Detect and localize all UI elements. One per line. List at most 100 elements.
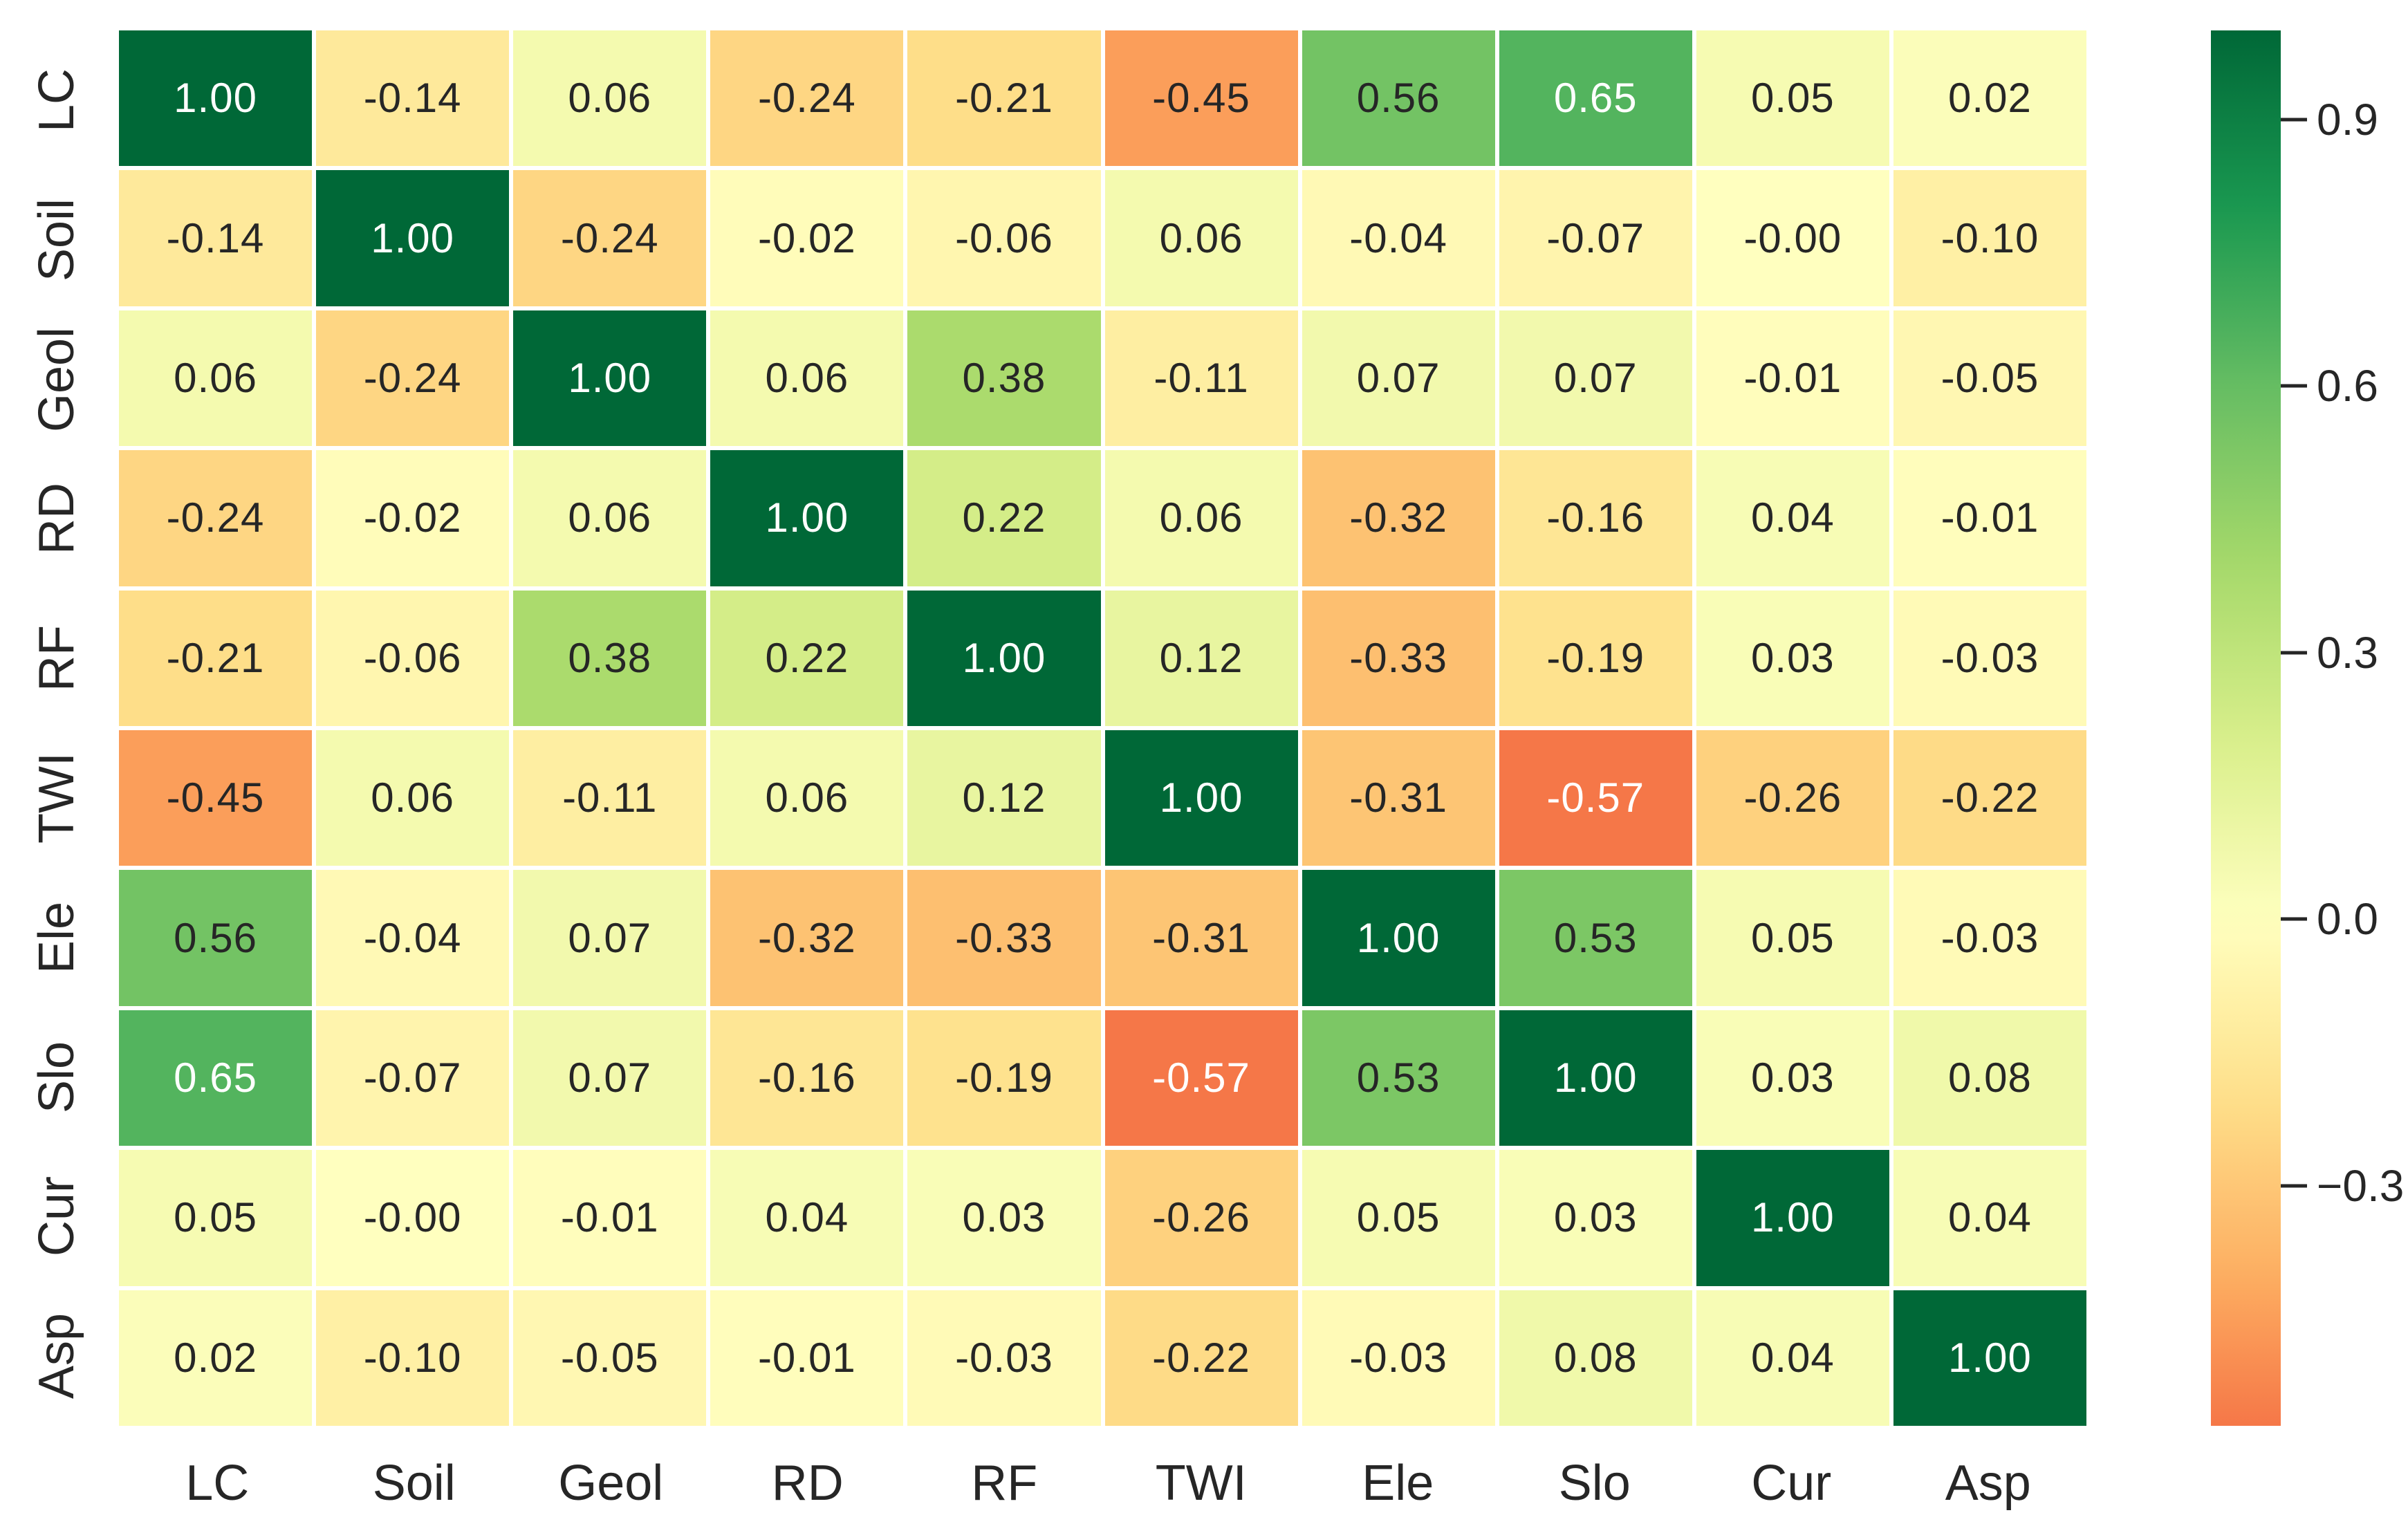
heatmap-cell-Geol-Slo: 0.07 [1499,310,1692,447]
heatmap-cell-Cur-Ele: 0.05 [1302,1150,1495,1286]
heatmap-cell-Ele-Cur: 0.05 [1696,870,1889,1006]
heatmap-cell-LC-Geol: 0.06 [513,30,707,167]
x-tick-label-RD: RD [771,1456,844,1511]
heatmap-cell-Geol-LC: 0.06 [119,310,313,447]
heatmap-cell-RD-Asp: -0.01 [1893,450,2086,586]
heatmap-cell-RF-Ele: -0.33 [1302,590,1495,726]
heatmap-cell-TWI-Slo: -0.57 [1499,730,1692,866]
heatmap-cell-Geol-TWI: -0.11 [1104,310,1298,447]
heatmap-cell-TWI-Soil: 0.06 [316,730,510,866]
heatmap-cell-Asp-RF: -0.03 [907,1290,1101,1426]
x-tick-label-Soil: Soil [372,1456,456,1511]
y-tick-text: Soil [29,198,84,281]
x-tick-label-Asp: Asp [1945,1456,2031,1511]
x-tick-label-Geol: Geol [558,1456,664,1511]
y-tick-text: LC [29,68,84,132]
heatmap-cell-Soil-LC: -0.14 [119,170,313,306]
heatmap-cell-Soil-Slo: -0.07 [1499,170,1692,306]
heatmap-cell-Soil-TWI: 0.06 [1104,170,1298,306]
heatmap-cell-RF-Soil: -0.06 [316,590,510,726]
x-tick-label-LC: LC [185,1456,250,1511]
heatmap-cell-Slo-Asp: 0.08 [1893,1010,2086,1146]
heatmap-cell-Geol-Geol: 1.00 [513,310,707,447]
heatmap-cell-Cur-LC: 0.05 [119,1150,313,1286]
heatmap-cell-Ele-TWI: -0.31 [1104,870,1298,1006]
heatmap-cell-Slo-TWI: -0.57 [1104,1010,1298,1146]
heatmap-cell-Asp-RD: -0.01 [710,1290,904,1426]
heatmap-cell-Slo-Cur: 0.03 [1696,1010,1889,1146]
heatmap-cell-RF-Asp: -0.03 [1893,590,2086,726]
heatmap-cell-Soil-Ele: -0.04 [1302,170,1495,306]
y-tick-text: Ele [29,901,84,974]
heatmap-cell-Soil-RF: -0.06 [907,170,1101,306]
heatmap-cell-Slo-RF: -0.19 [907,1010,1101,1146]
heatmap-cell-TWI-TWI: 1.00 [1104,730,1298,866]
heatmap-cell-Ele-RD: -0.32 [710,870,904,1006]
heatmap-cell-Soil-Geol: -0.24 [513,170,707,306]
heatmap-cell-Soil-RD: -0.02 [710,170,904,306]
heatmap-cell-RD-Ele: -0.32 [1302,450,1495,586]
colorbar-tick-mark [2281,384,2307,388]
heatmap-cell-Geol-Cur: -0.01 [1696,310,1889,447]
colorbar-tick-mark [2281,1184,2307,1188]
heatmap-cell-RD-Geol: 0.06 [513,450,707,586]
x-tick-label-Ele: Ele [1362,1456,1434,1511]
colorbar-tick-label: 0.3 [2317,627,2378,678]
heatmap-cell-Asp-LC: 0.02 [119,1290,313,1426]
heatmap-cell-Slo-RD: -0.16 [710,1010,904,1146]
y-tick-text: Geol [29,326,84,432]
x-tick-label-Slo: Slo [1558,1456,1631,1511]
heatmap-cell-Slo-Soil: -0.07 [316,1010,510,1146]
heatmap-cell-Ele-RF: -0.33 [907,870,1101,1006]
heatmap-cell-LC-TWI: -0.45 [1104,30,1298,167]
colorbar-tick-label: 0.9 [2317,94,2378,145]
heatmap-cell-Slo-Geol: 0.07 [513,1010,707,1146]
heatmap-grid: 1.00 -0.14 0.06 -0.24 -0.21 -0.45 0.56 0.65 0.05… [119,30,2086,1426]
y-tick-text: RD [29,483,84,555]
colorbar-tick-label: −0.3 [2317,1160,2405,1211]
heatmap-cell-RF-Geol: 0.38 [513,590,707,726]
heatmap-cell-RD-RD: 1.00 [710,450,904,586]
heatmap-cell-Asp-Asp: 1.00 [1893,1290,2086,1426]
heatmap-cell-Geol-Ele: 0.07 [1302,310,1495,447]
heatmap-cell-Soil-Cur: -0.00 [1696,170,1889,306]
colorbar-tick-label: 0.6 [2317,361,2378,411]
heatmap-cell-Asp-TWI: -0.22 [1104,1290,1298,1426]
heatmap-cell-RD-TWI: 0.06 [1104,450,1298,586]
y-tick-text: TWI [29,752,84,844]
heatmap-cell-Asp-Soil: -0.10 [316,1290,510,1426]
heatmap-cell-Geol-Asp: -0.05 [1893,310,2086,447]
heatmap-cell-Soil-Soil: 1.00 [316,170,510,306]
heatmap-cell-RF-RF: 1.00 [907,590,1101,726]
heatmap-cell-Asp-Geol: -0.05 [513,1290,707,1426]
heatmap-cell-RF-Slo: -0.19 [1499,590,1692,726]
heatmap-cell-TWI-RF: 0.12 [907,730,1101,866]
heatmap-cell-Ele-Soil: -0.04 [316,870,510,1006]
heatmap-cell-LC-RF: -0.21 [907,30,1101,167]
colorbar-tick-mark [2281,917,2307,921]
heatmap-cell-RF-TWI: 0.12 [1104,590,1298,726]
heatmap-cell-TWI-Cur: -0.26 [1696,730,1889,866]
x-tick-label-RF: RF [971,1456,1038,1511]
heatmap-cell-RD-Cur: 0.04 [1696,450,1889,586]
colorbar-gradient [2211,30,2281,1426]
colorbar-tick-mark [2281,118,2307,122]
heatmap-cell-RD-Soil: -0.02 [316,450,510,586]
heatmap-cell-LC-Asp: 0.02 [1893,30,2086,167]
heatmap-cell-RF-Cur: 0.03 [1696,590,1889,726]
colorbar-tick-mark [2281,651,2307,655]
heatmap-cell-Geol-Soil: -0.24 [316,310,510,447]
x-tick-label-Cur: Cur [1751,1456,1832,1511]
heatmap-cell-Ele-Geol: 0.07 [513,870,707,1006]
heatmap-cell-Slo-LC: 0.65 [119,1010,313,1146]
heatmap-cell-LC-Slo: 0.65 [1499,30,1692,167]
heatmap-cell-Ele-Ele: 1.00 [1302,870,1495,1006]
heatmap-cell-TWI-RD: 0.06 [710,730,904,866]
heatmap-cell-Geol-RD: 0.06 [710,310,904,447]
y-tick-text: RF [29,625,84,692]
y-tick-text: Slo [29,1041,84,1113]
heatmap-cell-Cur-Asp: 0.04 [1893,1150,2086,1286]
heatmap-cell-RD-LC: -0.24 [119,450,313,586]
heatmap-cell-Asp-Cur: 0.04 [1696,1290,1889,1426]
heatmap-cell-Cur-Cur: 1.00 [1696,1150,1889,1286]
